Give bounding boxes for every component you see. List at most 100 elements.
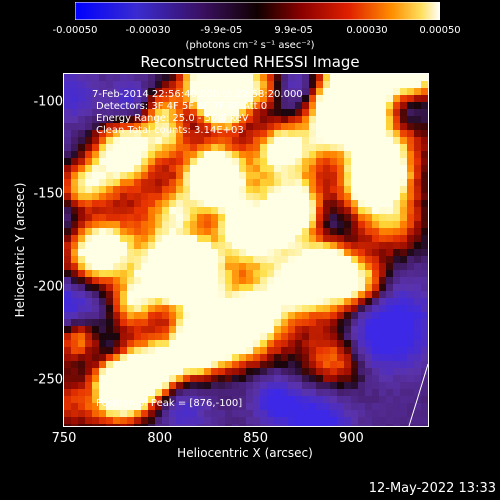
- heatmap-cell: [302, 172, 309, 179]
- heatmap-cell: [64, 382, 71, 389]
- heatmap-cell: [295, 151, 302, 158]
- heatmap-cell: [358, 368, 365, 375]
- heatmap-cell: [281, 347, 288, 354]
- heatmap-cell: [358, 116, 365, 123]
- heatmap-cell: [260, 102, 267, 109]
- heatmap-cell: [400, 74, 407, 81]
- heatmap-cell: [71, 144, 78, 151]
- heatmap-cell: [344, 375, 351, 382]
- heatmap-cell: [400, 200, 407, 207]
- heatmap-cell: [260, 228, 267, 235]
- heatmap-cell: [246, 95, 253, 102]
- heatmap-cell: [372, 242, 379, 249]
- heatmap-cell: [183, 417, 190, 424]
- heatmap-cell: [246, 298, 253, 305]
- heatmap-cell: [330, 214, 337, 221]
- heatmap-cell: [302, 221, 309, 228]
- heatmap-cell: [267, 235, 274, 242]
- heatmap-cell: [211, 375, 218, 382]
- heatmap-cell: [274, 130, 281, 137]
- heatmap-cell: [379, 396, 386, 403]
- heatmap-cell: [414, 74, 421, 81]
- heatmap-cell: [162, 249, 169, 256]
- heatmap-cell: [218, 242, 225, 249]
- heatmap-cell: [330, 221, 337, 228]
- heatmap-cell: [71, 88, 78, 95]
- heatmap-cell: [386, 403, 393, 410]
- heatmap-cell: [239, 151, 246, 158]
- heatmap-cell: [78, 340, 85, 347]
- heatmap-cell: [323, 277, 330, 284]
- heatmap-cell: [295, 333, 302, 340]
- heatmap-cell: [204, 333, 211, 340]
- heatmap-cell: [183, 74, 190, 81]
- heatmap-cell: [190, 424, 197, 426]
- heatmap-cell: [169, 319, 176, 326]
- heatmap-cell: [309, 165, 316, 172]
- heatmap-cell: [267, 382, 274, 389]
- heatmap-cell: [85, 333, 92, 340]
- heatmap-cell: [197, 228, 204, 235]
- heatmap-cell: [232, 207, 239, 214]
- heatmap-cell: [246, 256, 253, 263]
- heatmap-cell: [400, 172, 407, 179]
- heatmap-cell: [323, 333, 330, 340]
- heatmap-cell: [85, 186, 92, 193]
- heatmap-cell: [372, 305, 379, 312]
- heatmap-cell: [225, 207, 232, 214]
- heatmap-cell: [309, 361, 316, 368]
- heatmap-cell: [225, 277, 232, 284]
- heatmap-cell: [211, 333, 218, 340]
- heatmap-cell: [120, 256, 127, 263]
- heatmap-cell: [218, 291, 225, 298]
- heatmap-cell: [323, 410, 330, 417]
- heatmap-cell: [267, 403, 274, 410]
- heatmap-cell: [176, 368, 183, 375]
- heatmap-cell: [421, 424, 428, 426]
- heatmap-cell: [302, 249, 309, 256]
- heatmap-cell: [302, 207, 309, 214]
- heatmap-cell: [309, 277, 316, 284]
- heatmap-cell: [148, 340, 155, 347]
- heatmap-cell: [162, 277, 169, 284]
- heatmap-cell: [85, 81, 92, 88]
- heatmap-cell: [99, 74, 106, 81]
- heatmap-cell: [148, 305, 155, 312]
- heatmap-cell: [288, 95, 295, 102]
- heatmap-cell: [351, 242, 358, 249]
- heatmap-cell: [421, 214, 428, 221]
- heatmap-cell: [337, 88, 344, 95]
- heatmap-cell: [246, 361, 253, 368]
- heatmap-cell: [134, 109, 141, 116]
- heatmap-cell: [295, 221, 302, 228]
- heatmap-cell: [183, 200, 190, 207]
- heatmap-cell: [295, 137, 302, 144]
- heatmap-cell: [323, 109, 330, 116]
- heatmap-cell: [358, 235, 365, 242]
- heatmap-cell: [407, 193, 414, 200]
- heatmap-cell: [148, 221, 155, 228]
- heatmap-cell: [260, 424, 267, 426]
- heatmap-cell: [183, 410, 190, 417]
- heatmap-cell: [225, 319, 232, 326]
- heatmap-cell: [204, 158, 211, 165]
- heatmap-cell: [253, 137, 260, 144]
- heatmap-cell: [372, 298, 379, 305]
- heatmap-cell: [78, 130, 85, 137]
- heatmap-cell: [281, 396, 288, 403]
- heatmap-cell: [204, 123, 211, 130]
- heatmap-cell: [295, 207, 302, 214]
- heatmap-cell: [330, 200, 337, 207]
- heatmap-cell: [372, 354, 379, 361]
- heatmap-cell: [309, 137, 316, 144]
- heatmap-cell: [148, 88, 155, 95]
- heatmap-cell: [218, 151, 225, 158]
- heatmap-cell: [148, 109, 155, 116]
- heatmap-cell: [351, 214, 358, 221]
- heatmap-cell: [421, 256, 428, 263]
- heatmap-cell: [281, 403, 288, 410]
- heatmap-cell: [176, 186, 183, 193]
- heatmap-cell: [197, 158, 204, 165]
- heatmap-cell: [323, 193, 330, 200]
- heatmap-cell: [134, 186, 141, 193]
